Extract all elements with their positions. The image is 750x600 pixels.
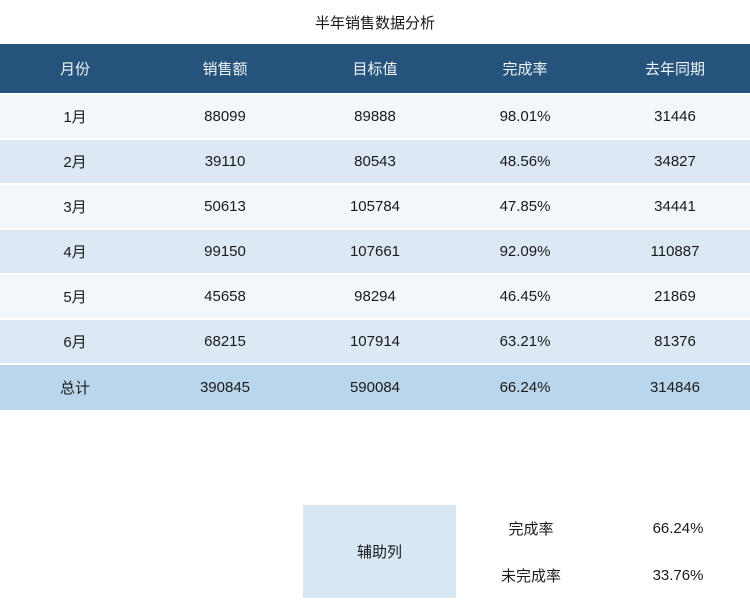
cell-sales: 45658 [204,288,246,305]
total-target: 590084 [349,379,401,396]
cell-last-year: 31446 [654,108,696,125]
cell-sales: 88099 [204,108,246,125]
cell-completion-rate: 63.21% [499,333,551,350]
total-label: 总计 [59,380,90,397]
cell-month: 1月 [63,109,87,126]
table-row: 4月 99150 107661 92.09% 110887 [0,230,750,275]
column-header-target: 目标值 [352,61,398,78]
cell-completion-rate: 47.85% [499,198,551,215]
cell-month: 3月 [63,199,87,216]
total-sales: 390845 [199,379,251,396]
table-total-row: 总计 390845 590084 66.24% 314846 [0,365,750,410]
sales-data-table: 月份 销售额 目标值 完成率 去年同期 1月 88099 89888 98.01… [0,44,750,410]
cell-target: 105784 [349,198,401,215]
table-row: 6月 68215 107914 63.21% 81376 [0,320,750,365]
cell-month: 5月 [63,289,87,306]
cell-completion-rate: 48.56% [499,153,551,170]
page-title: 半年销售数据分析 [314,14,435,32]
cell-last-year: 21869 [654,288,696,305]
cell-month: 4月 [63,244,87,261]
cell-month: 2月 [63,154,87,171]
summary-incomplete-rate-label: 未完成率 [500,567,561,585]
table-header-row: 月份 销售额 目标值 完成率 去年同期 [0,44,750,95]
cell-last-year: 34441 [654,198,696,215]
cell-last-year: 81376 [654,333,696,350]
cell-completion-rate: 46.45% [499,288,551,305]
total-last-year: 314846 [649,379,701,396]
column-header-completion-rate: 完成率 [502,61,548,78]
cell-target: 107914 [349,333,401,350]
cell-target: 80543 [354,153,396,170]
cell-last-year: 34827 [654,153,696,170]
summary-incomplete-rate-value: 33.76% [652,566,704,584]
cell-last-year: 110887 [650,243,700,260]
table-row: 5月 45658 98294 46.45% 21869 [0,275,750,320]
table-row: 1月 88099 89888 98.01% 31446 [0,95,750,140]
cell-completion-rate: 92.09% [499,243,551,260]
cell-sales: 50613 [204,198,246,215]
cell-target: 89888 [354,108,396,125]
cell-month: 6月 [63,334,87,351]
column-header-last-year: 去年同期 [644,61,705,78]
total-completion-rate: 66.24% [499,379,551,396]
table-row: 2月 39110 80543 48.56% 34827 [0,140,750,185]
aux-column-box: 辅助列 [303,505,456,598]
cell-completion-rate: 98.01% [499,108,551,125]
summary-completion-rate-value: 66.24% [652,519,704,537]
cell-target: 107661 [349,243,401,260]
table-row: 3月 50613 105784 47.85% 34441 [0,185,750,230]
column-header-month: 月份 [59,61,90,78]
summary-completion-rate-label: 完成率 [508,520,554,538]
column-header-sales: 销售额 [202,61,248,78]
cell-sales: 68215 [204,333,246,350]
cell-target: 98294 [354,288,396,305]
cell-sales: 99150 [204,243,246,260]
cell-sales: 39110 [204,153,246,170]
